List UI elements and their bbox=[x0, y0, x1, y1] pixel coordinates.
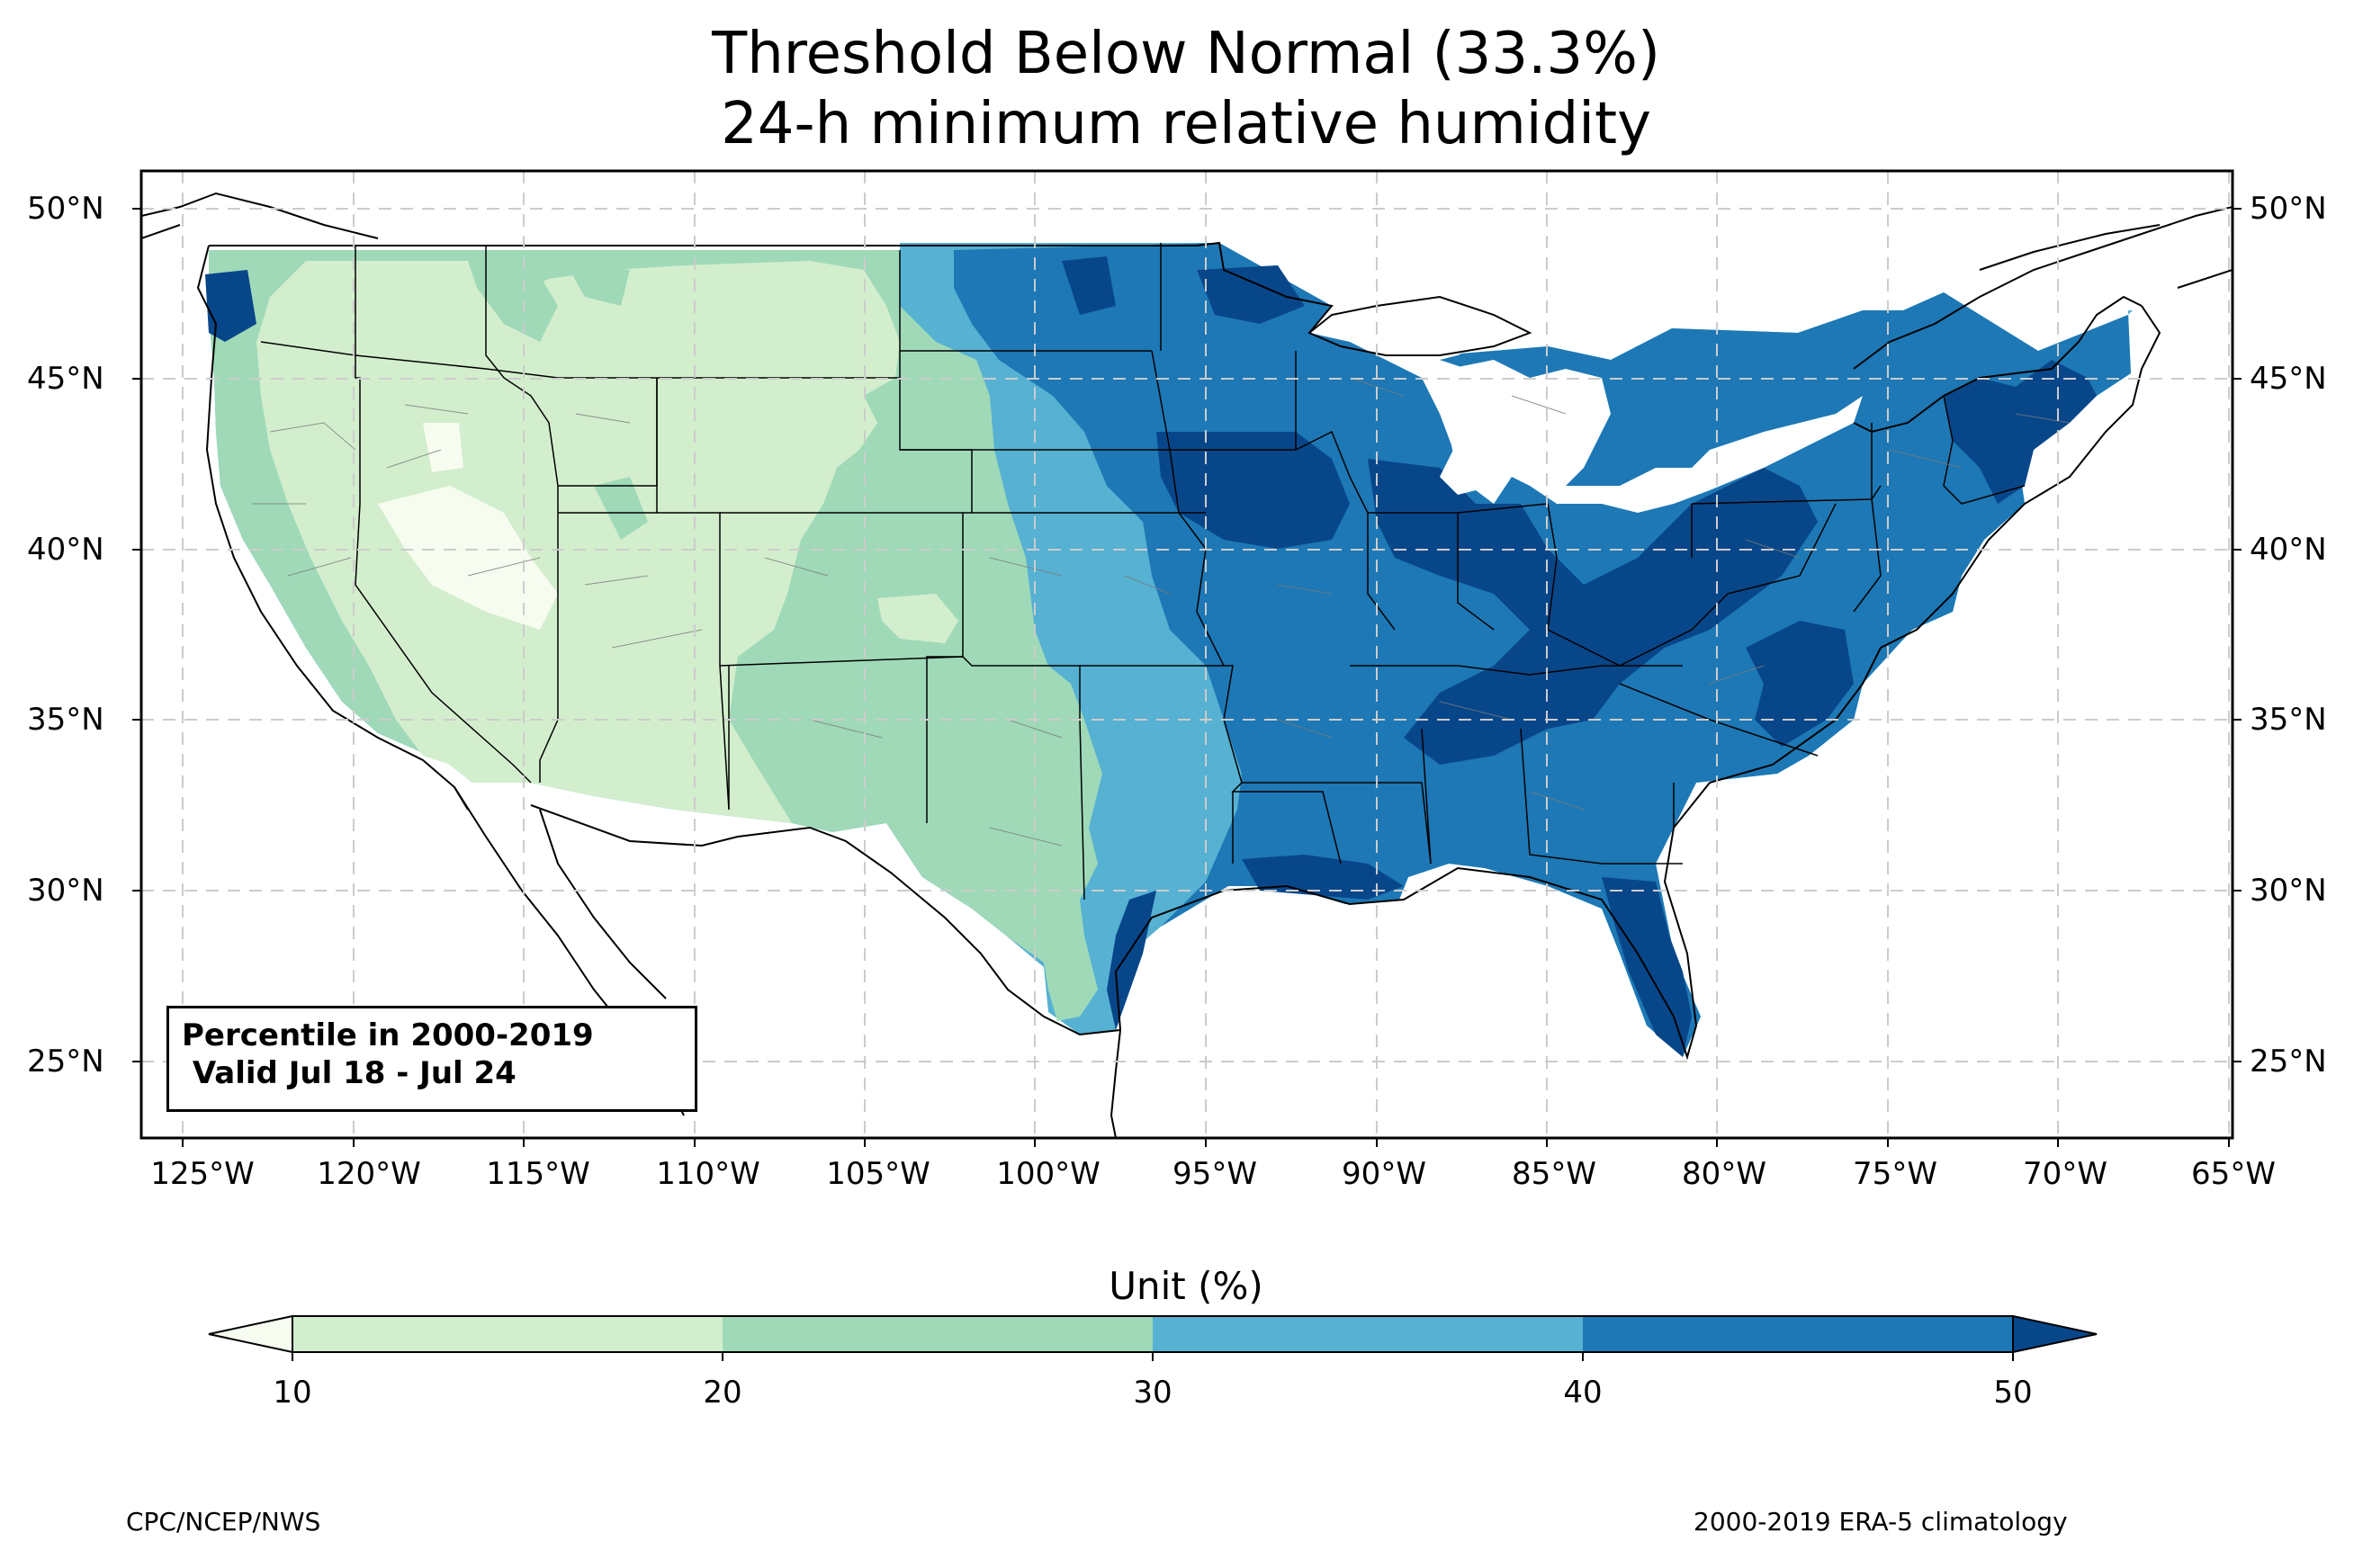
title-line-2: 24-h minimum relative humidity bbox=[721, 91, 1651, 157]
lat-label-left-40: 40°N bbox=[27, 532, 104, 568]
coastlines bbox=[141, 192, 2233, 1138]
mexico-gulf bbox=[1110, 1029, 1121, 1138]
field-gt50-florida bbox=[1602, 877, 1692, 1057]
colorbar-tick-50: 50 bbox=[1993, 1375, 2033, 1411]
field-20-30-c bbox=[567, 265, 630, 306]
field-20-30-d bbox=[594, 477, 648, 540]
baja-east bbox=[539, 809, 667, 999]
gridlines bbox=[141, 171, 2233, 1138]
field-gt50-carolinas bbox=[1746, 621, 1854, 747]
lat-label-left-30: 30°N bbox=[27, 873, 104, 909]
field-gt50-ohio-valley bbox=[1368, 459, 1818, 765]
colorbar-bin-20-30 bbox=[723, 1316, 1153, 1352]
field-gt50-great-lakes bbox=[1156, 432, 1350, 549]
title-line-1: Threshold Below Normal (33.3%) bbox=[712, 21, 1660, 87]
colorbar bbox=[208, 1314, 2098, 1361]
gulf-coast bbox=[1114, 305, 2161, 1061]
lat-label-right-25: 25°N bbox=[2250, 1044, 2327, 1080]
colorbar-bin-10-20 bbox=[292, 1316, 723, 1352]
map-frame bbox=[139, 169, 2234, 1140]
lat-label-right-40: 40°N bbox=[2250, 532, 2327, 568]
legend-line-2: Valid Jul 18 - Jul 24 bbox=[182, 1055, 517, 1091]
canada-border bbox=[209, 241, 1334, 334]
lon-label-70w: 70°W bbox=[2023, 1156, 2107, 1192]
canada-east-border bbox=[1853, 295, 2143, 434]
colorbar-bin-30-40 bbox=[1153, 1316, 1583, 1352]
lon-label-85w: 85°W bbox=[1512, 1156, 1596, 1192]
field-lt10 bbox=[378, 486, 558, 630]
field-lt10-b bbox=[423, 423, 463, 472]
mexico-border bbox=[530, 804, 1121, 1036]
lon-label-75w: 75°W bbox=[1853, 1156, 1937, 1192]
lon-label-115w: 115°W bbox=[486, 1156, 590, 1192]
lon-label-65w: 65°W bbox=[2191, 1156, 2276, 1192]
lake-superior bbox=[1307, 295, 1532, 356]
field-10-20-b bbox=[877, 594, 958, 643]
lon-label-95w: 95°W bbox=[1173, 1156, 1257, 1192]
state-borders bbox=[260, 243, 2026, 900]
colorbar-bin-40-50 bbox=[1583, 1316, 2013, 1352]
map-fill bbox=[141, 171, 2233, 1138]
lat-label-right-30: 30°N bbox=[2250, 873, 2327, 909]
lat-label-right-50: 50°N bbox=[2250, 191, 2327, 227]
lat-label-left-35: 35°N bbox=[27, 702, 104, 738]
field-gt50-mn bbox=[1197, 265, 1305, 324]
lat-label-left-50: 50°N bbox=[27, 191, 104, 227]
legend-line-1: Percentile in 2000-2019 bbox=[182, 1017, 594, 1053]
lon-label-105w: 105°W bbox=[826, 1156, 930, 1192]
lat-label-left-25: 25°N bbox=[27, 1044, 104, 1080]
lon-label-80w: 80°W bbox=[1682, 1156, 1766, 1192]
axis-ticks bbox=[132, 208, 2242, 1147]
colorbar-low-extend bbox=[208, 1314, 293, 1354]
lon-label-125w: 125°W bbox=[150, 1156, 255, 1192]
field-gt50-northplains bbox=[1062, 256, 1116, 315]
footer-credit: CPC/NCEP/NWS bbox=[126, 1507, 321, 1537]
lon-label-120w: 120°W bbox=[317, 1156, 421, 1192]
footer-climatology: 2000-2019 ERA-5 climatology bbox=[1694, 1507, 2068, 1537]
colorbar-tick-40: 40 bbox=[1563, 1375, 1603, 1411]
lat-label-left-45: 45°N bbox=[27, 361, 104, 397]
legend-box: Percentile in 2000-2019 Valid Jul 18 - J… bbox=[166, 1006, 697, 1112]
field-gt50-wa bbox=[205, 270, 256, 342]
lat-label-right-35: 35°N bbox=[2250, 702, 2327, 738]
lon-label-100w: 100°W bbox=[996, 1156, 1101, 1192]
canada-ne bbox=[1853, 206, 2233, 370]
colorbar-high-extend bbox=[2012, 1314, 2098, 1354]
west-coast bbox=[196, 245, 469, 811]
lat-label-right-45: 45°N bbox=[2250, 361, 2327, 397]
colorbar-tick-30: 30 bbox=[1133, 1375, 1173, 1411]
colorbar-tick-20: 20 bbox=[703, 1375, 742, 1411]
lon-label-90w: 90°W bbox=[1342, 1156, 1426, 1192]
field-gt50-gulf bbox=[1242, 855, 1404, 900]
field-20-30-b bbox=[468, 261, 558, 342]
colorbar-tick-10: 10 bbox=[273, 1375, 312, 1411]
field-gt50-texas bbox=[1107, 891, 1156, 1030]
colorbar-unit-label: Unit (%) bbox=[1109, 1264, 1263, 1308]
field-10-20 bbox=[256, 261, 900, 823]
lon-label-110w: 110°W bbox=[656, 1156, 760, 1192]
great-lakes bbox=[1309, 310, 1863, 513]
